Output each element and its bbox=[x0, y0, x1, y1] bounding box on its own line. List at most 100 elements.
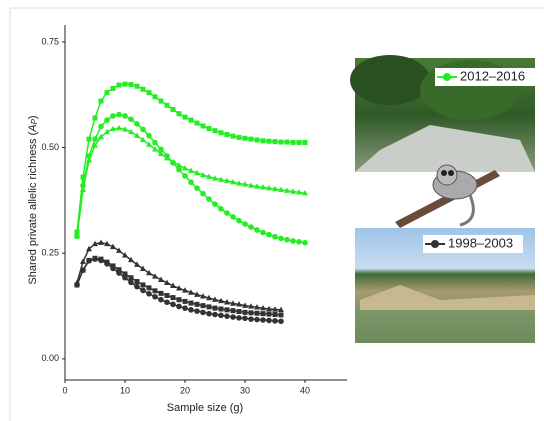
marker-square bbox=[177, 297, 182, 302]
marker-circle bbox=[86, 258, 92, 264]
marker-circle bbox=[194, 308, 200, 314]
marker-square bbox=[129, 82, 134, 87]
y-label-close: ) bbox=[27, 115, 39, 119]
marker-triangle bbox=[98, 239, 104, 244]
marker-square bbox=[195, 121, 200, 126]
marker-square bbox=[303, 140, 308, 145]
marker-circle bbox=[224, 313, 230, 319]
legend-marker bbox=[431, 240, 439, 248]
x-tick-label: 10 bbox=[120, 385, 130, 395]
marker-square bbox=[159, 99, 164, 104]
marker-square bbox=[147, 285, 152, 290]
marker-circle bbox=[146, 133, 152, 139]
y-tick-label: 0.75 bbox=[41, 36, 59, 46]
marker-square bbox=[165, 293, 170, 298]
marker-square bbox=[273, 139, 278, 144]
series-line bbox=[77, 115, 305, 243]
marker-circle bbox=[218, 313, 224, 319]
marker-circle bbox=[254, 227, 260, 233]
marker-circle bbox=[242, 315, 248, 321]
x-tick-label: 30 bbox=[240, 385, 250, 395]
marker-square bbox=[135, 84, 140, 89]
marker-square bbox=[267, 139, 272, 144]
marker-square bbox=[141, 282, 146, 287]
marker-circle bbox=[236, 315, 242, 321]
marker-square bbox=[201, 124, 206, 129]
marker-square bbox=[231, 308, 236, 313]
marker-square bbox=[261, 311, 266, 316]
marker-circle bbox=[92, 256, 98, 262]
marker-circle bbox=[188, 179, 194, 185]
marker-circle bbox=[272, 318, 278, 324]
marker-square bbox=[243, 136, 248, 141]
x-tick-label: 40 bbox=[300, 385, 310, 395]
marker-circle bbox=[122, 275, 128, 281]
marker-circle bbox=[272, 234, 278, 240]
marker-square bbox=[267, 312, 272, 317]
marker-circle bbox=[74, 282, 80, 288]
marker-square bbox=[213, 306, 218, 311]
marker-circle bbox=[128, 116, 134, 122]
marker-square bbox=[213, 128, 218, 133]
marker-circle bbox=[110, 113, 116, 119]
marker-circle bbox=[188, 307, 194, 313]
marker-square bbox=[153, 94, 158, 99]
marker-square bbox=[189, 301, 194, 306]
marker-circle bbox=[236, 218, 242, 224]
marker-circle bbox=[98, 258, 104, 264]
marker-circle bbox=[302, 240, 308, 246]
marker-circle bbox=[140, 288, 146, 294]
marker-square bbox=[189, 118, 194, 123]
marker-circle bbox=[296, 239, 302, 245]
marker-square bbox=[249, 137, 254, 142]
y-tick-label: 0.50 bbox=[41, 142, 59, 152]
marker-circle bbox=[152, 294, 158, 300]
marker-square bbox=[183, 299, 188, 304]
marker-circle bbox=[146, 291, 152, 297]
marker-circle bbox=[80, 267, 86, 273]
marker-circle bbox=[92, 136, 98, 142]
marker-circle bbox=[206, 196, 212, 202]
legend-marker bbox=[443, 73, 451, 81]
marker-square bbox=[99, 99, 104, 104]
marker-circle bbox=[212, 312, 218, 318]
marker-circle bbox=[248, 316, 254, 322]
marker-square bbox=[291, 140, 296, 145]
marker-circle bbox=[140, 127, 146, 133]
marker-circle bbox=[194, 185, 200, 191]
marker-square bbox=[237, 309, 242, 314]
marker-square bbox=[255, 311, 260, 316]
y-label-text: Shared private allelic richness ( bbox=[27, 131, 39, 284]
marker-circle bbox=[170, 302, 176, 308]
marker-square bbox=[285, 140, 290, 145]
marker-circle bbox=[164, 299, 170, 305]
marker-square bbox=[123, 82, 128, 87]
marker-square bbox=[117, 83, 122, 88]
marker-circle bbox=[284, 237, 290, 243]
marker-square bbox=[141, 87, 146, 92]
lemur-drawing bbox=[395, 165, 500, 228]
marker-square bbox=[243, 310, 248, 315]
marker-circle bbox=[122, 113, 128, 119]
marker-circle bbox=[104, 261, 110, 267]
marker-square bbox=[225, 132, 230, 137]
marker-square bbox=[249, 310, 254, 315]
marker-circle bbox=[260, 317, 266, 323]
x-tick-label: 0 bbox=[62, 385, 67, 395]
marker-square bbox=[255, 137, 260, 142]
y-label-symbol: A bbox=[27, 124, 39, 132]
y-tick-label: 0.00 bbox=[41, 353, 59, 363]
marker-circle bbox=[134, 284, 140, 290]
marker-circle bbox=[182, 305, 188, 311]
x-tick-label: 20 bbox=[180, 385, 190, 395]
marker-square bbox=[111, 86, 116, 91]
x-axis-label: Sample size (g) bbox=[167, 402, 243, 414]
marker-square bbox=[147, 90, 152, 95]
marker-circle bbox=[104, 117, 110, 123]
marker-square bbox=[153, 288, 158, 293]
marker-circle bbox=[242, 221, 248, 227]
marker-circle bbox=[152, 140, 158, 146]
marker-circle bbox=[116, 112, 122, 118]
marker-square bbox=[171, 107, 176, 112]
marker-circle bbox=[176, 167, 182, 173]
